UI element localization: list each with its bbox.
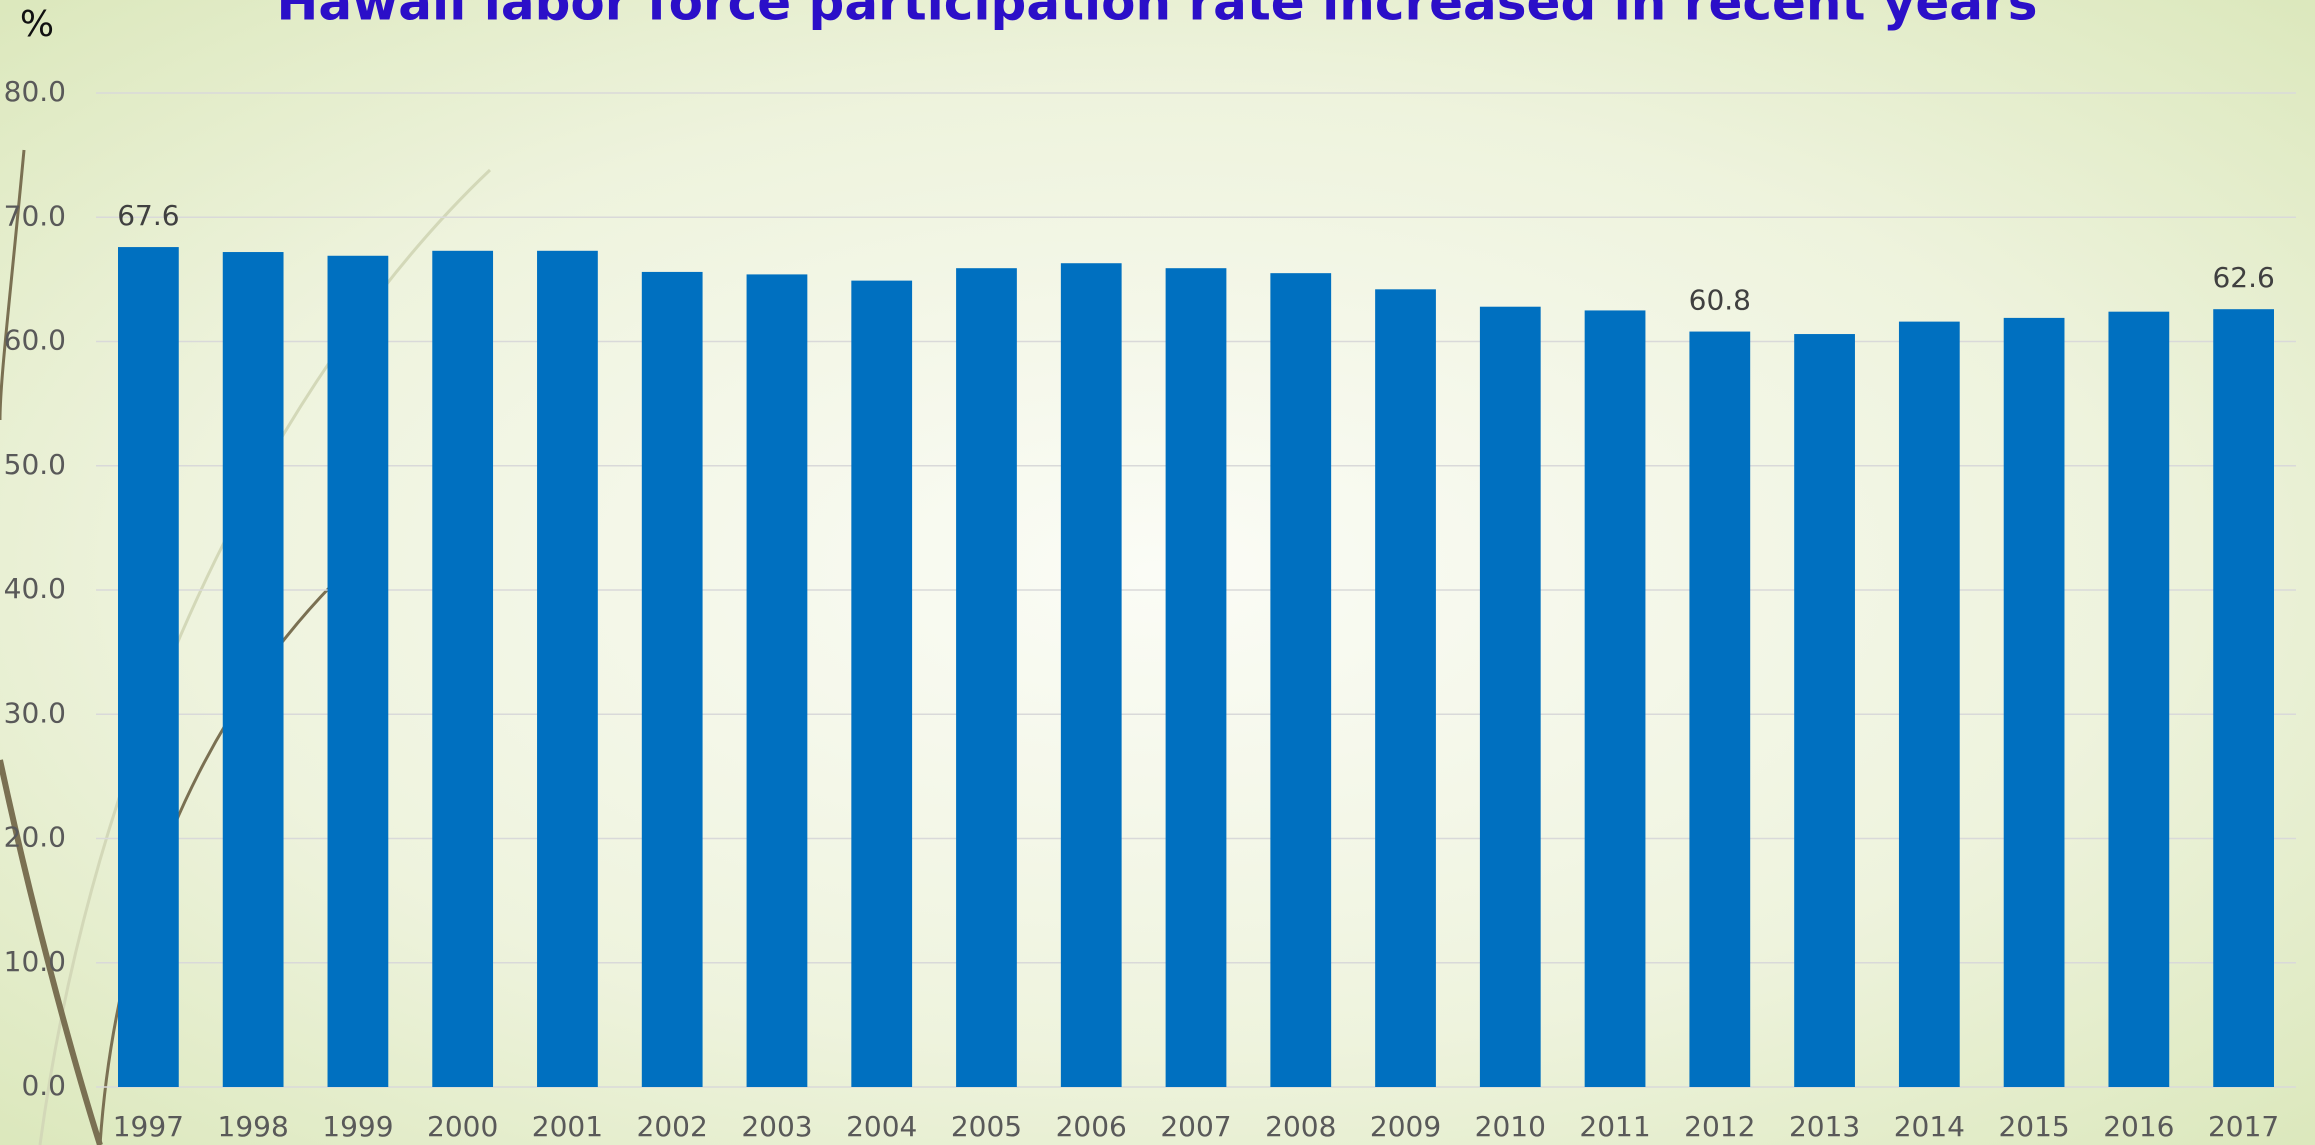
x-tick-label: 2007 — [1160, 1110, 1231, 1143]
y-tick-label: 70.0 — [4, 199, 66, 232]
bar — [118, 247, 179, 1087]
y-axis-label: % — [20, 4, 54, 45]
data-label: 60.8 — [1689, 284, 1751, 317]
bar — [1375, 289, 1436, 1087]
x-tick-label: 1997 — [113, 1110, 184, 1143]
x-tick-label: 1999 — [322, 1110, 393, 1143]
bar — [537, 250, 598, 1088]
y-tick-label: 60.0 — [4, 324, 66, 357]
x-tick-label: 2016 — [2103, 1110, 2174, 1143]
bar — [1689, 331, 1751, 1087]
bar — [1898, 321, 1960, 1087]
bar — [1270, 273, 1332, 1088]
x-tick-label: 2004 — [846, 1110, 917, 1143]
bar — [851, 280, 913, 1087]
bar — [2003, 317, 2065, 1088]
chart-title: Hawaii labor force participation rate in… — [277, 0, 2038, 32]
x-tick-label: 2006 — [1056, 1110, 1127, 1143]
bar — [222, 252, 284, 1088]
x-tick-label: 2003 — [741, 1110, 812, 1143]
y-tick-label: 20.0 — [4, 821, 66, 854]
x-tick-label: 2009 — [1370, 1110, 1441, 1143]
y-tick-label: 40.0 — [4, 572, 66, 605]
bar — [1584, 310, 1646, 1087]
x-tick-label: 2015 — [1998, 1110, 2069, 1143]
y-tick-label: 10.0 — [4, 945, 66, 978]
x-tick-label: 2002 — [637, 1110, 708, 1143]
x-tick-label: 2013 — [1789, 1110, 1860, 1143]
data-label: 67.6 — [117, 199, 179, 232]
x-tick-label: 2010 — [1475, 1110, 1546, 1143]
bar — [1165, 268, 1227, 1087]
bar — [2213, 309, 2274, 1087]
bar — [1060, 263, 1122, 1087]
data-label: 62.6 — [2212, 261, 2274, 294]
bar — [2108, 311, 2170, 1087]
x-tick-label: 2000 — [427, 1110, 498, 1143]
x-tick-label: 1998 — [218, 1110, 289, 1143]
bar — [956, 268, 1017, 1087]
x-tick-label: 2014 — [1894, 1110, 1965, 1143]
x-tick-label: 2017 — [2208, 1110, 2279, 1143]
y-tick-label: 30.0 — [4, 696, 66, 729]
bar — [432, 250, 494, 1088]
y-tick-label: 50.0 — [4, 448, 66, 481]
x-tick-label: 2001 — [532, 1110, 603, 1143]
y-tick-label: 80.0 — [4, 75, 66, 108]
y-tick-label: 0.0 — [21, 1069, 66, 1102]
x-tick-label: 2008 — [1265, 1110, 1336, 1143]
x-tick-label: 2012 — [1684, 1110, 1755, 1143]
x-tick-label: 2011 — [1579, 1110, 1650, 1143]
bar — [1479, 306, 1541, 1088]
bar — [746, 274, 808, 1087]
bar — [641, 271, 703, 1087]
bar — [327, 255, 389, 1087]
decoration — [0, 149, 492, 1145]
bar — [1794, 334, 1855, 1087]
x-tick-label: 2005 — [951, 1110, 1022, 1143]
